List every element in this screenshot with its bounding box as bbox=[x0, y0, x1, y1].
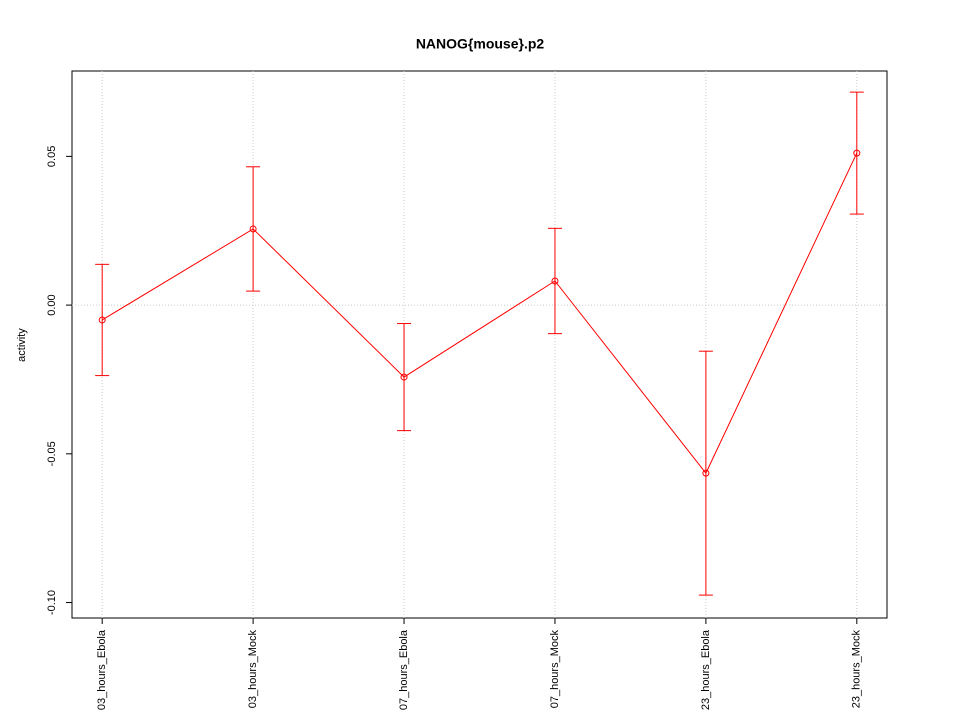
x-tick-label: 07_hours_Mock bbox=[549, 630, 561, 709]
x-tick-label: 07_hours_Ebola bbox=[398, 629, 410, 710]
point bbox=[853, 149, 861, 157]
point bbox=[551, 277, 559, 285]
point bbox=[702, 469, 710, 477]
y-axis-label: activity bbox=[16, 328, 28, 362]
x-tick-label: 23_hours_Ebola bbox=[700, 629, 712, 710]
x-tick-label: 23_hours_Mock bbox=[851, 630, 863, 709]
y-tick-label: 0.05 bbox=[46, 146, 58, 167]
y-tick-label: -0.05 bbox=[46, 441, 58, 466]
line bbox=[101, 152, 858, 475]
point bbox=[249, 225, 257, 233]
x-tick-label: 03_hours_Ebola bbox=[96, 629, 108, 710]
point bbox=[98, 316, 106, 324]
y-tick-label: 0.00 bbox=[46, 294, 58, 315]
chart-title: NANOG{mouse}.p2 bbox=[416, 36, 545, 52]
plot-frame bbox=[71, 70, 888, 619]
point bbox=[400, 373, 408, 381]
x-tick-label: 03_hours_Mock bbox=[247, 630, 259, 709]
y-tick-label: -0.10 bbox=[46, 590, 58, 615]
